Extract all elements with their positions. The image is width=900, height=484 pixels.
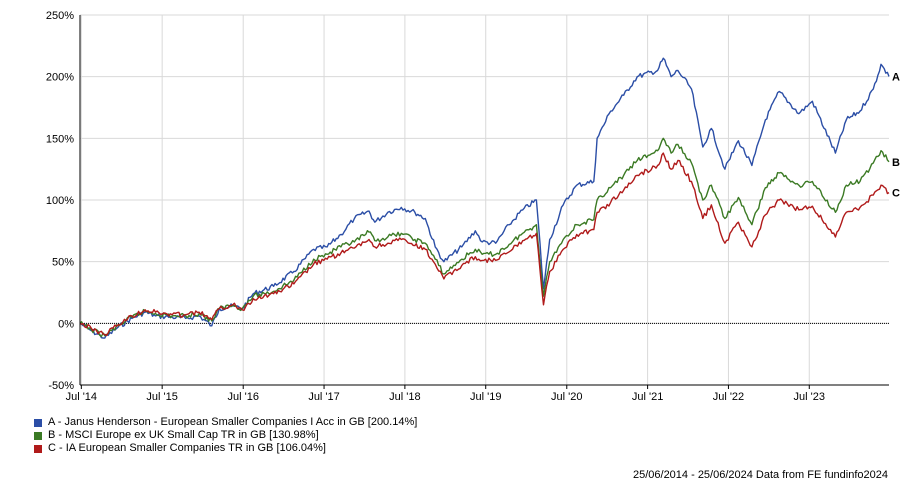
legend-item-a: A - Janus Henderson - European Smaller C… [34, 416, 417, 429]
legend-item-c: C - IA European Smaller Companies TR in … [34, 442, 417, 455]
y-tick-label: 200% [46, 72, 74, 84]
chart-legend: A - Janus Henderson - European Smaller C… [34, 416, 417, 455]
series-end-label-c: C [892, 188, 900, 200]
chart-grid [80, 14, 889, 386]
legend-label-c: C - IA European Smaller Companies TR in … [48, 442, 326, 454]
x-tick-label: Jul '15 [146, 391, 177, 403]
legend-label-a: A - Janus Henderson - European Smaller C… [48, 416, 418, 428]
x-tick-label: Jul '14 [66, 391, 97, 403]
series-end-label-b: B [892, 157, 900, 169]
chart-series [79, 57, 890, 339]
series-line-a [79, 57, 890, 339]
y-tick-label: 250% [46, 10, 74, 22]
x-tick-label: Jul '17 [308, 391, 339, 403]
series-end-label-a: A [892, 71, 900, 83]
x-tick-label: Jul '19 [470, 391, 501, 403]
x-tick-label: Jul '20 [551, 391, 582, 403]
x-tick-label: Jul '23 [794, 391, 825, 403]
y-tick-label: 150% [46, 133, 74, 145]
x-tick-label: Jul '21 [632, 391, 663, 403]
x-tick-label: Jul '22 [713, 391, 744, 403]
y-tick-label: 0% [58, 318, 74, 330]
chart-footer: 25/06/2014 - 25/06/2024 Data from FE fun… [632, 469, 888, 481]
x-tick-label: Jul '16 [227, 391, 258, 403]
legend-swatch-a [34, 418, 42, 427]
legend-label-b: B - MSCI Europe ex UK Small Cap TR in GB… [48, 429, 319, 441]
series-line-b [79, 137, 890, 338]
series-end-labels: A B C [892, 71, 900, 199]
legend-item-b: B - MSCI Europe ex UK Small Cap TR in GB… [34, 429, 417, 442]
performance-chart: -50% 0% 50% 100% 150% 200% 250% Jul '14 Jul '15 J… [46, 10, 900, 403]
series-line-c [79, 152, 890, 337]
y-tick-label: 50% [52, 257, 74, 269]
legend-swatch-c [34, 444, 42, 453]
y-tick-label: -50% [48, 380, 74, 392]
y-tick-label: 100% [46, 195, 74, 207]
x-tick-label: Jul '18 [389, 391, 420, 403]
legend-swatch-b [34, 431, 42, 440]
chart-axes: -50% 0% 50% 100% 150% 200% 250% Jul '14 Jul '15 J… [46, 10, 889, 403]
